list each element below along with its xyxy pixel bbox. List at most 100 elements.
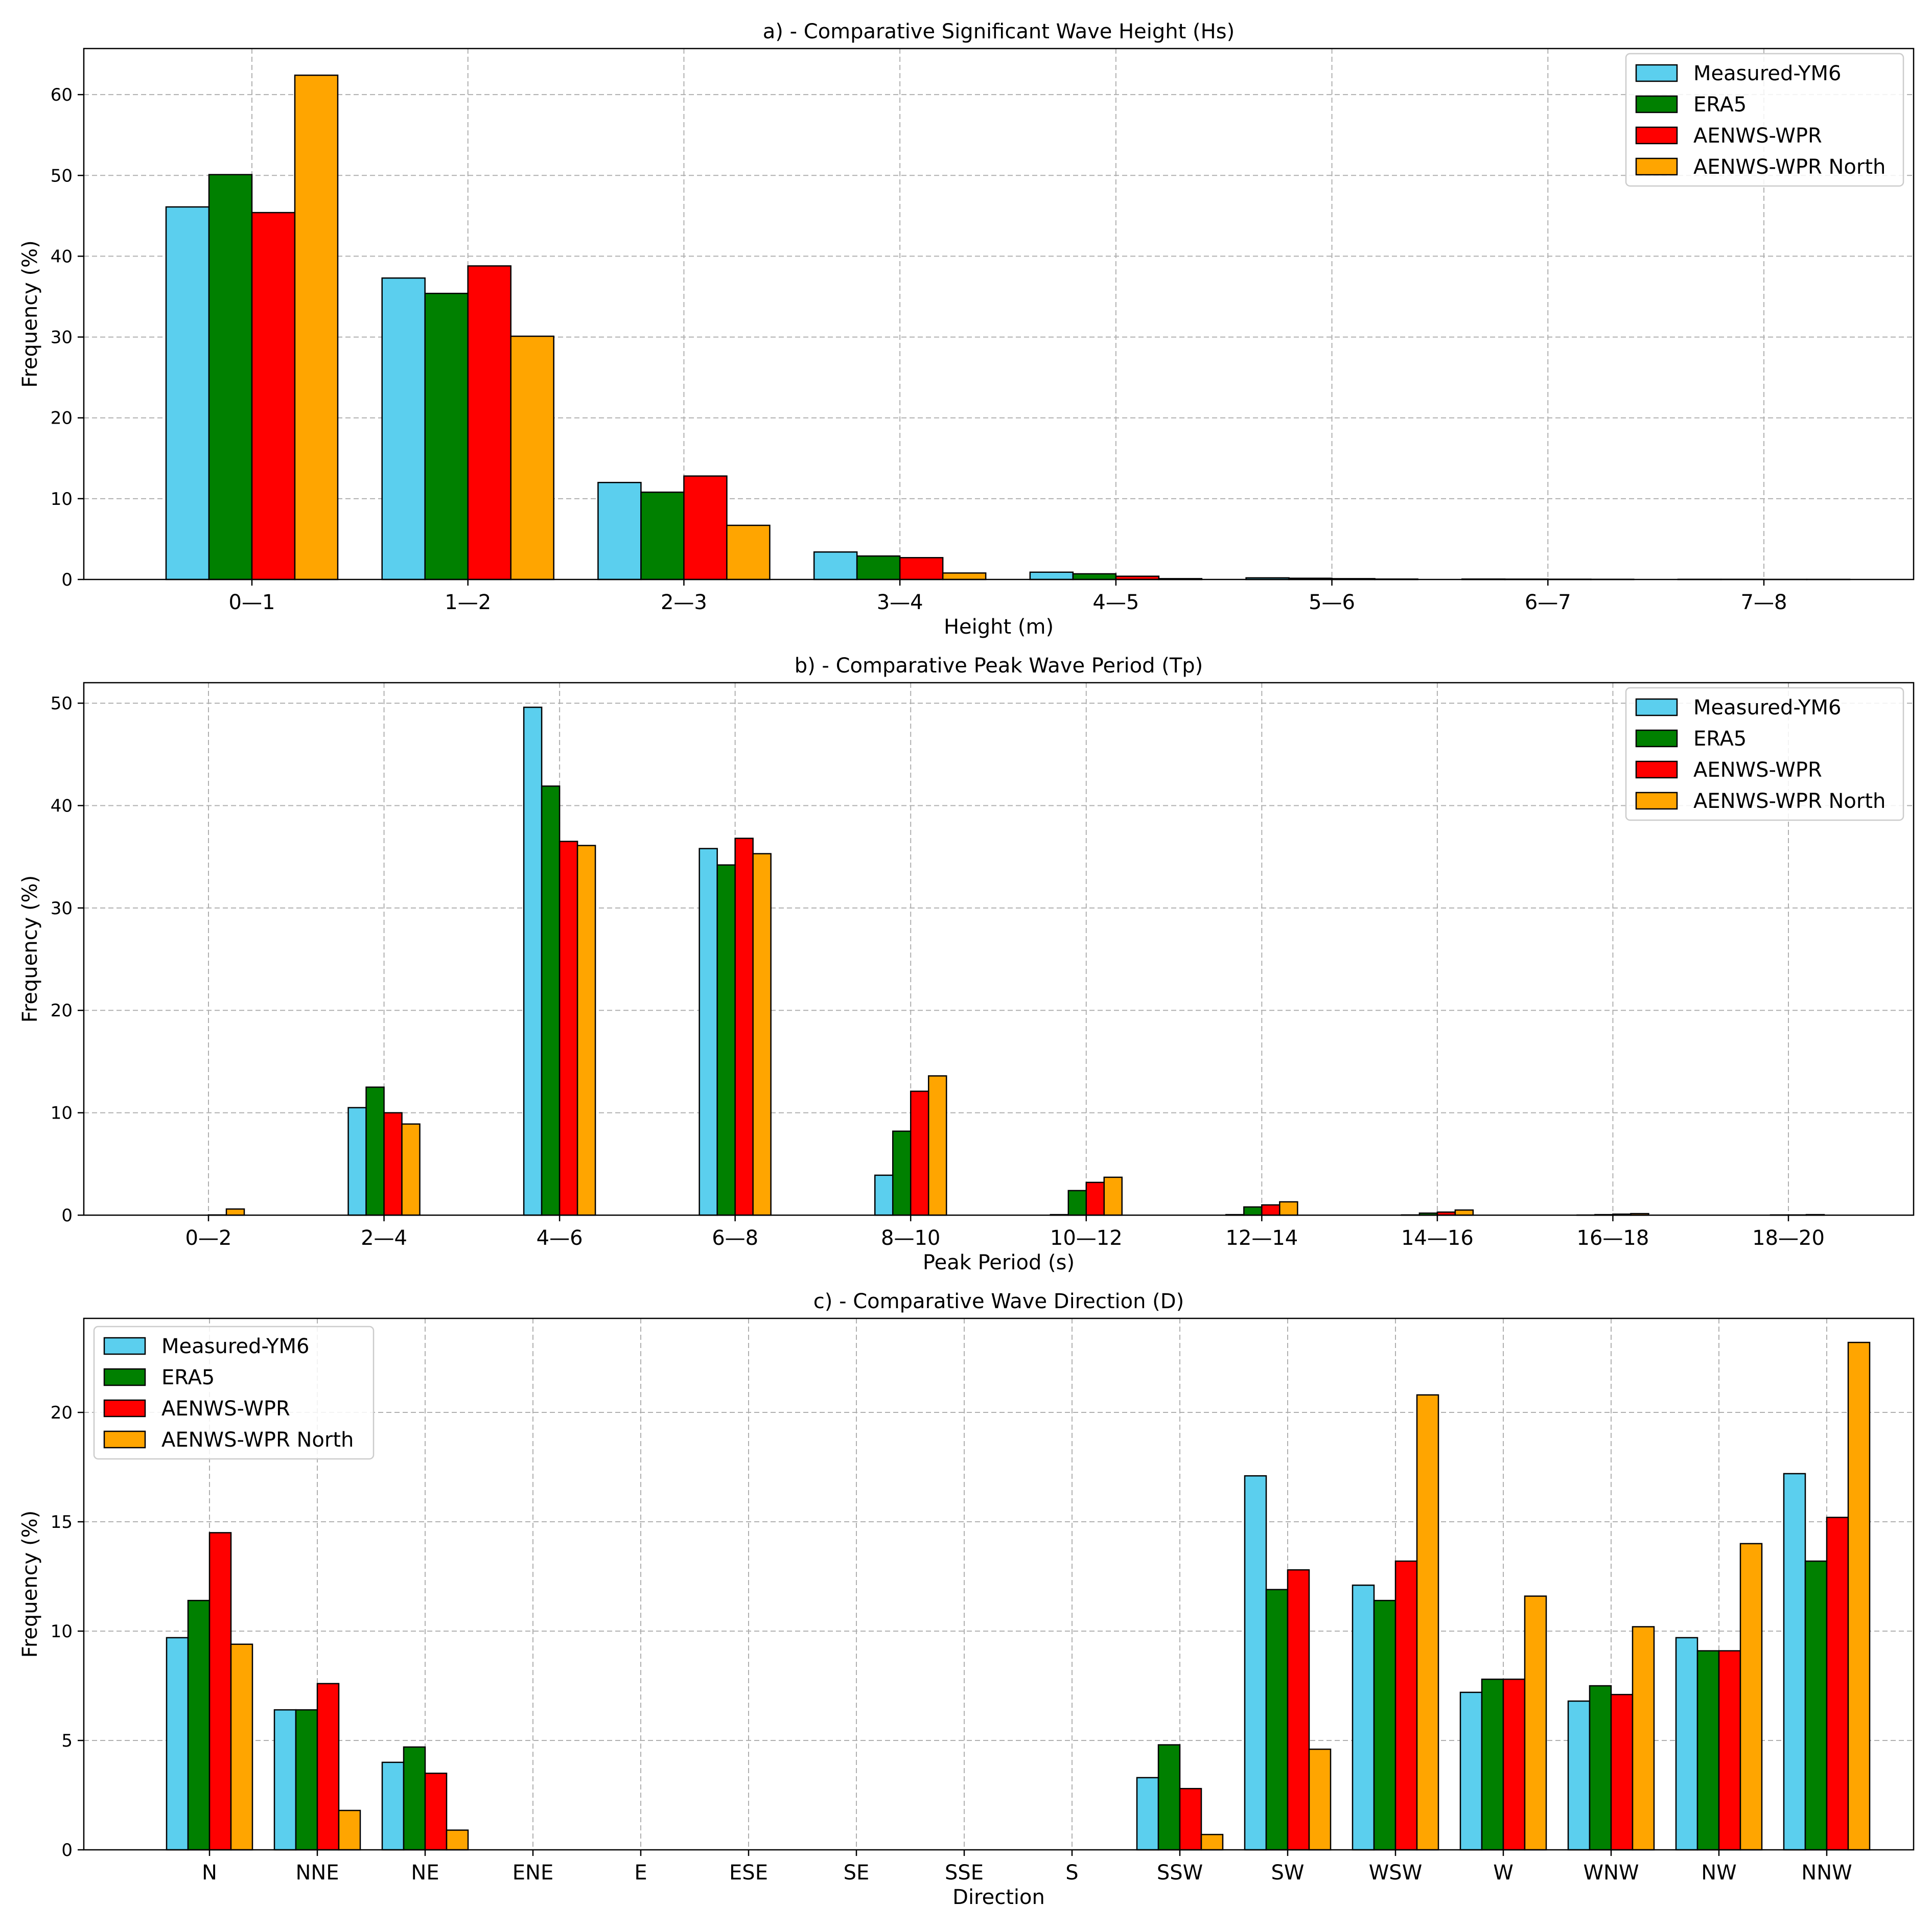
bar-era5-n <box>187 1599 211 1851</box>
bar-era5-2-3 <box>640 491 685 580</box>
y-tick-label: 20 <box>51 1403 73 1423</box>
bar-aenws-wpr-n <box>208 1532 232 1851</box>
bar-aenws-wpr-north-nne <box>338 1809 361 1851</box>
bar-aenws-wpr-w <box>1502 1678 1526 1851</box>
x-tick-label: ENE <box>513 1861 553 1885</box>
x-tick-label: E <box>634 1861 647 1885</box>
y-axis: 0 10 20 30 40 50 <box>51 693 84 1226</box>
x-tick-label: SE <box>844 1861 870 1885</box>
bar-era5-4-5 <box>1072 573 1117 580</box>
legend: Measured-YM6 ERA5 AENWS-WPR AENWS-WPR North <box>93 1326 375 1460</box>
y-tick-label: 20 <box>51 1001 73 1021</box>
legend-label-measured-ym6: Measured-YM6 <box>161 1335 309 1358</box>
bar-aenws-wpr-north-12-14 <box>1279 1201 1298 1216</box>
legend-swatch-aenws-wpr-north <box>1635 157 1678 176</box>
legend-label-aenws-wpr-north: AENWS-WPR North <box>161 1428 354 1452</box>
bar-era5-nnw <box>1804 1560 1828 1851</box>
panel-2: 0 10 20 30 40 50 0—2 2—4 4—6 6—8 8—10 10—12 12—14 14—… <box>18 654 1915 1274</box>
legend-label-era5: ERA5 <box>161 1366 215 1389</box>
x-tick-label: NE <box>411 1861 439 1885</box>
x-tick-label: NNW <box>1801 1861 1852 1885</box>
x-tick-label: WNW <box>1583 1861 1639 1885</box>
bars <box>166 1341 1871 1851</box>
bar-era5-ssw <box>1157 1744 1181 1851</box>
bar-era5-12-14 <box>1243 1206 1263 1216</box>
x-tick-label: 5—6 <box>1309 591 1355 614</box>
bar-era5-w <box>1481 1678 1504 1851</box>
y-axis-label: Frequency (%) <box>18 1511 42 1658</box>
bar-aenws-wpr-nw <box>1718 1650 1741 1851</box>
x-axis: 0—2 2—4 4—6 6—8 8—10 10—12 12—14 14—16 16—18 18—2… <box>185 1215 1825 1250</box>
bar-aenws-wpr-north-n <box>230 1643 253 1851</box>
bar-measured-ym6-n <box>166 1637 189 1851</box>
y-tick-label: 10 <box>51 1103 73 1124</box>
y-tick-label: 10 <box>51 489 73 509</box>
bar-aenws-wpr-1-2 <box>467 265 511 580</box>
bar-aenws-wpr-3-4 <box>899 557 944 580</box>
bar-measured-ym6-ne <box>381 1761 405 1851</box>
bar-aenws-wpr-0-1 <box>251 212 296 580</box>
bar-measured-ym6-4-6 <box>523 706 543 1216</box>
legend-swatch-measured-ym6 <box>1635 698 1678 716</box>
bar-measured-ym6-1-2 <box>381 277 426 580</box>
bar-measured-ym6-6-8 <box>699 848 718 1216</box>
bar-aenws-wpr-north-0-2 <box>225 1208 245 1216</box>
bar-aenws-wpr-north-nnw <box>1847 1341 1871 1851</box>
bar-aenws-wpr-6-8 <box>734 838 754 1216</box>
legend-swatch-measured-ym6 <box>103 1337 146 1355</box>
bar-aenws-wpr-wnw <box>1610 1693 1634 1851</box>
legend-swatch-aenws-wpr <box>1635 126 1678 145</box>
bar-era5-1-2 <box>424 292 469 580</box>
legend-box <box>1625 687 1904 821</box>
bar-aenws-wpr-north-0-1 <box>294 74 339 580</box>
legend-label-era5: ERA5 <box>1693 93 1747 117</box>
bar-aenws-wpr-12-14 <box>1261 1204 1281 1216</box>
legend-swatch-measured-ym6 <box>1635 64 1678 82</box>
bar-aenws-wpr-4-6 <box>558 841 578 1216</box>
x-tick-label: SSW <box>1157 1861 1203 1885</box>
bar-aenws-wpr-north-2-4 <box>401 1123 421 1216</box>
x-tick-label: ESE <box>729 1861 768 1885</box>
x-axis: 0—1 1—2 2—3 3—4 4—5 5—6 6—7 7—8 <box>229 579 1787 614</box>
bar-measured-ym6-wsw <box>1352 1584 1375 1851</box>
legend-label-aenws-wpr-north: AENWS-WPR North <box>1693 789 1886 813</box>
y-tick-label: 50 <box>51 693 73 714</box>
bar-era5-2-4 <box>365 1086 385 1216</box>
bar-era5-4-6 <box>541 785 561 1216</box>
y-tick-label: 0 <box>61 1840 73 1861</box>
bar-aenws-wpr-2-4 <box>383 1112 403 1216</box>
bar-aenws-wpr-north-8-10 <box>927 1075 947 1216</box>
x-tick-label: 12—14 <box>1225 1226 1298 1250</box>
chart-title: c) - Comparative Wave Direction (D) <box>813 1290 1184 1313</box>
bar-measured-ym6-nnw <box>1783 1473 1806 1851</box>
bar-aenws-wpr-ne <box>424 1772 448 1851</box>
legend-label-aenws-wpr-north: AENWS-WPR North <box>1693 155 1886 179</box>
bar-era5-ne <box>403 1746 426 1851</box>
x-tick-label: 10—12 <box>1050 1226 1123 1250</box>
x-tick-label: S <box>1065 1861 1078 1885</box>
bar-aenws-wpr-wsw <box>1394 1560 1418 1851</box>
bar-aenws-wpr-north-ne <box>446 1829 469 1851</box>
bar-measured-ym6-8-10 <box>874 1174 894 1216</box>
x-tick-label: 2—3 <box>661 591 707 614</box>
x-tick-label: 6—7 <box>1525 591 1571 614</box>
bar-measured-ym6-2-4 <box>347 1107 367 1216</box>
bar-aenws-wpr-north-sw <box>1308 1748 1332 1851</box>
y-axis: 0 10 20 30 40 50 60 <box>51 85 84 590</box>
x-tick-label: N <box>202 1861 217 1885</box>
bar-aenws-wpr-north-10-12 <box>1103 1176 1123 1216</box>
bar-era5-3-4 <box>856 555 901 580</box>
x-tick-label: 8—10 <box>881 1226 940 1250</box>
x-tick-label: SSE <box>945 1861 984 1885</box>
bar-era5-0-1 <box>208 174 253 580</box>
x-tick-label: WSW <box>1369 1861 1423 1885</box>
bar-aenws-wpr-north-3-4 <box>942 572 987 580</box>
legend: Measured-YM6 ERA5 AENWS-WPR AENWS-WPR North <box>1625 687 1904 821</box>
x-tick-label: 0—1 <box>229 591 275 614</box>
bar-aenws-wpr-north-1-2 <box>510 335 554 580</box>
y-axis-label: Frequency (%) <box>18 240 42 388</box>
bar-aenws-wpr-north-ssw <box>1200 1833 1224 1851</box>
legend-box <box>93 1326 375 1460</box>
bar-aenws-wpr-north-w <box>1524 1595 1547 1851</box>
